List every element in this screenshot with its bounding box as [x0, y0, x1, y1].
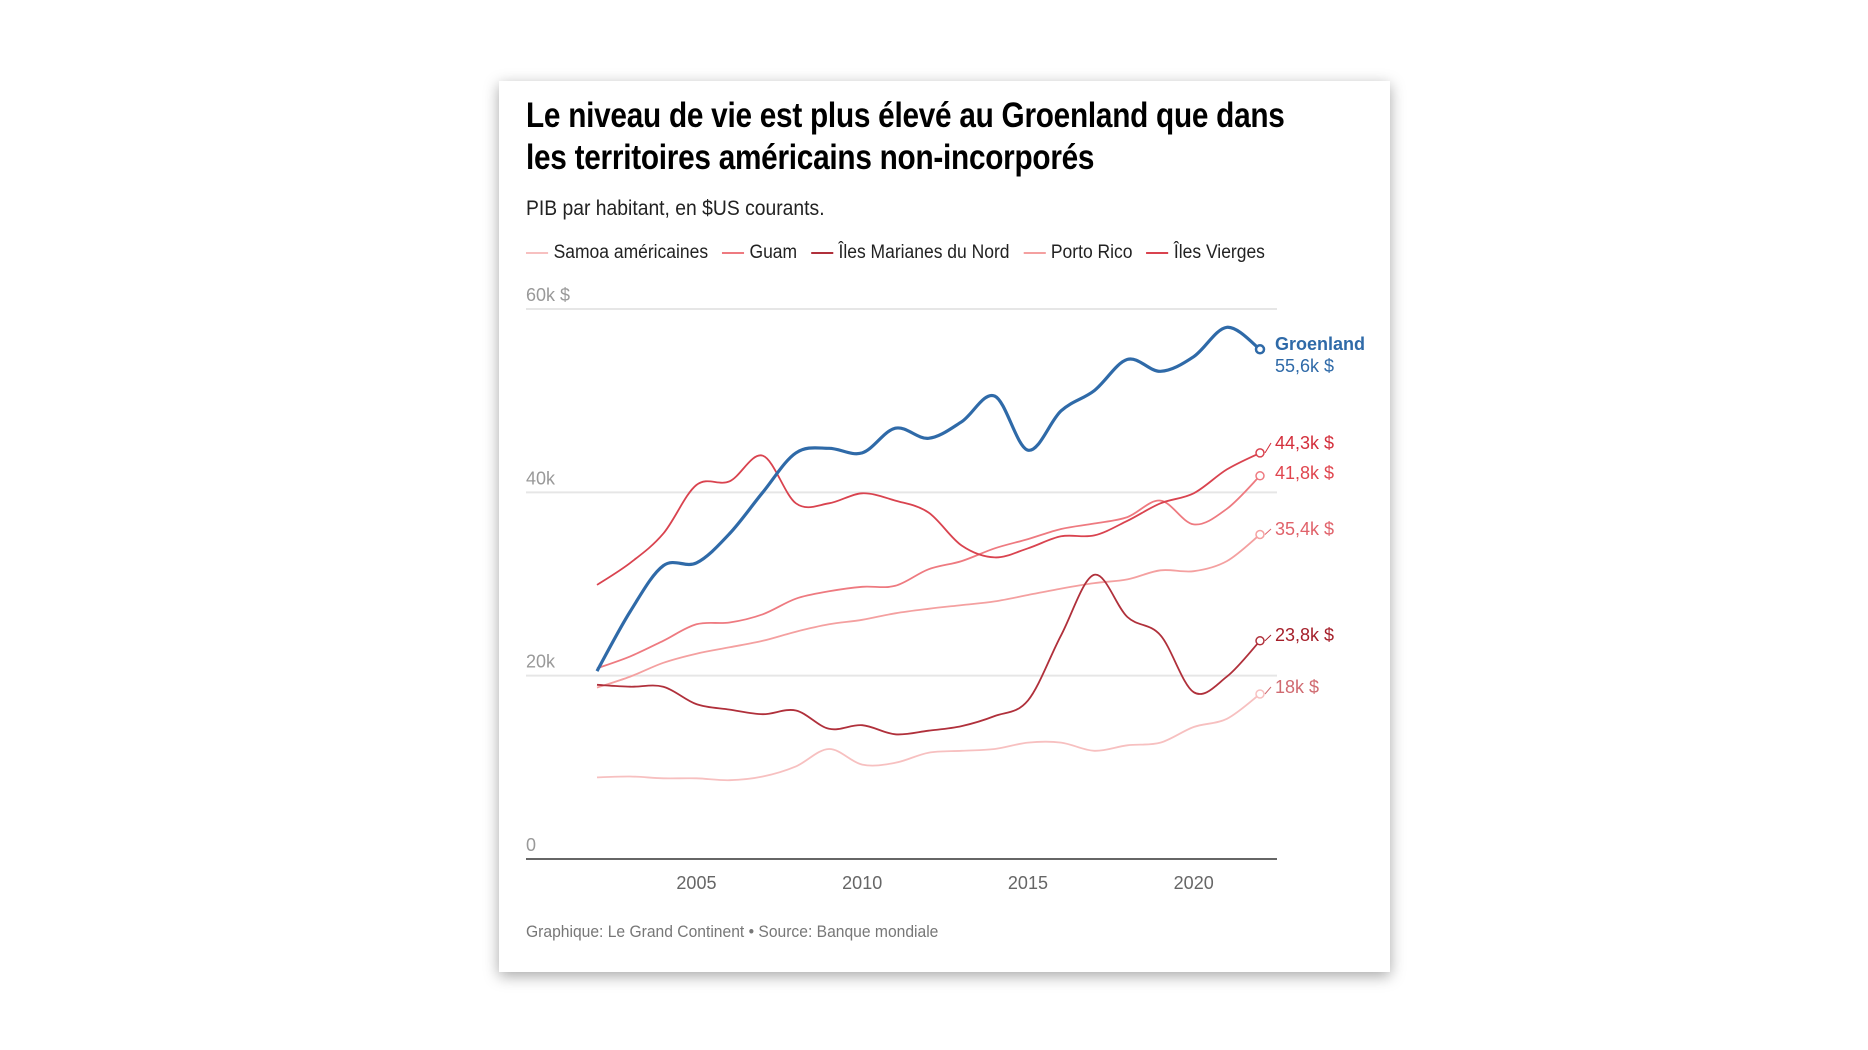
chart-subtitle: PIB par habitant, en $US courants.	[526, 197, 825, 220]
legend-item-samoa: Samoa américaines	[526, 242, 708, 264]
line-chart: 0 20k 40k 60k $ 2005 2010 2015 2020 18k $ 35,4k $…	[526, 285, 1365, 893]
chart-footer: Graphique: Le Grand Continent • Source: …	[526, 922, 939, 941]
x-tick-label: 2010	[842, 873, 882, 893]
chart-title: Le niveau de vie est plus élevé au Groen…	[526, 96, 1285, 177]
legend-label: Guam	[749, 242, 798, 263]
series-end-marker	[1255, 529, 1265, 540]
x-tick-label: 2005	[676, 873, 716, 893]
legend-swatch	[810, 252, 833, 254]
legend-label: Îles Vierges	[1173, 242, 1265, 263]
series-end-label: 44,3k $	[1275, 433, 1334, 453]
label-connector	[1264, 686, 1272, 695]
series-line-5	[595, 325, 1261, 672]
y-tick-label: 40k	[526, 468, 556, 488]
series-end-label: 23,8k $	[1275, 625, 1334, 645]
series-end-marker	[1255, 689, 1265, 699]
y-tick-label: 20k	[526, 652, 556, 672]
legend-label: Porto Rico	[1050, 242, 1133, 263]
series-end-marker	[1254, 344, 1266, 355]
legend: Samoa américaines Guam Îles Marianes du …	[526, 242, 1265, 264]
legend-swatch	[1146, 252, 1169, 254]
legend-swatch	[721, 252, 744, 254]
series-line-1	[596, 533, 1261, 689]
x-tick-label: 2015	[1008, 873, 1048, 893]
series-end-label: 35,4k $	[1275, 519, 1334, 539]
label-connector	[1264, 442, 1272, 454]
series-line-4	[596, 452, 1261, 586]
legend-swatch	[1023, 252, 1046, 254]
series-line-3	[596, 573, 1261, 736]
legend-item-guam: Guam	[721, 242, 798, 264]
legend-item-iles-vierges: Îles Vierges	[1146, 242, 1265, 264]
legend-item-marianes: Îles Marianes du Nord	[810, 242, 1010, 264]
legend-item-porto-rico: Porto Rico	[1023, 242, 1133, 264]
series-end-marker	[1255, 448, 1265, 458]
series-end-marker	[1255, 471, 1265, 481]
series-end-marker	[1255, 636, 1265, 646]
x-tick-label: 2020	[1174, 873, 1214, 893]
label-connector	[1264, 528, 1272, 535]
legend-label: Samoa américaines	[553, 242, 709, 263]
y-tick-label: 60k $	[526, 285, 570, 305]
legend-swatch	[526, 252, 549, 254]
chart-card: Le niveau de vie est plus élevé au Groen…	[499, 81, 1390, 972]
series-end-label: 55,6k $	[1275, 356, 1334, 376]
series-line-0	[596, 693, 1261, 782]
series-line-2	[596, 475, 1261, 670]
series-end-label: 41,8k $	[1275, 463, 1334, 483]
series-end-label: 18k $	[1275, 677, 1319, 697]
series-name-label: Groenland	[1275, 334, 1365, 354]
y-tick-label: 0	[526, 835, 536, 855]
label-connector	[1264, 634, 1272, 642]
legend-label: Îles Marianes du Nord	[838, 242, 1010, 263]
